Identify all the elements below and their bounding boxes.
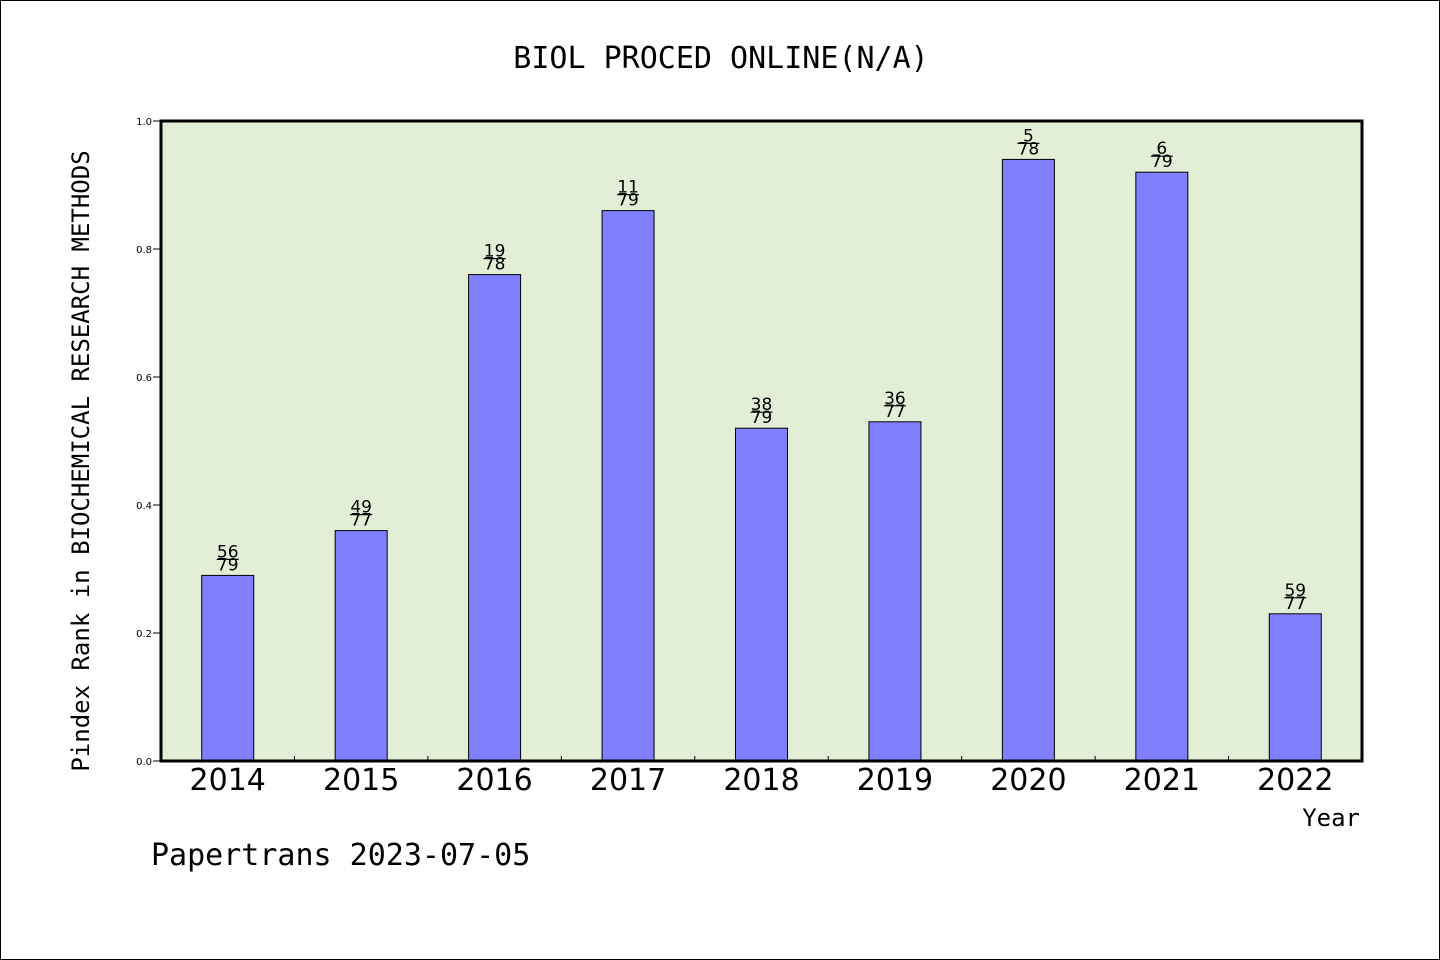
bar-2021 [1135, 171, 1189, 762]
rank-label-2021: 6 [1156, 139, 1167, 159]
rank-label-2015: 49 [350, 498, 372, 518]
y-tick-label: 0.2 [136, 629, 152, 640]
bar-2017 [601, 210, 655, 762]
total-label-2022: 77 [1284, 594, 1306, 614]
rank-label-2016: 19 [484, 242, 506, 262]
y-axis-label: Pindex Rank in BIOCHEMICAL RESEARCH METH… [67, 150, 95, 771]
x-axis: 2014 2015 2016 2017 2018 2019 2020 2021 2022 [190, 756, 1333, 798]
total-label-2019: 77 [884, 402, 906, 422]
y-tick-label: 1.0 [136, 117, 152, 128]
rank-label-2022: 59 [1284, 581, 1306, 601]
x-tick-label-2015: 2015 [323, 763, 399, 798]
bar-2014 [201, 574, 255, 762]
bar-2015 [334, 530, 388, 762]
rank-label-2020: 5 [1023, 126, 1034, 146]
bar-2022 [1268, 613, 1322, 762]
bar-2016 [468, 274, 522, 762]
x-tick-label-2017: 2017 [590, 763, 666, 798]
plot-frame [159, 119, 1364, 763]
y-tick-label: 0.4 [136, 501, 152, 512]
bar-2019 [868, 421, 922, 762]
bars-group [201, 158, 1322, 762]
total-label-2017: 79 [617, 191, 639, 211]
x-tick-label-2018: 2018 [723, 763, 799, 798]
x-tick-label-2021: 2021 [1124, 763, 1200, 798]
rank-label-2014: 56 [217, 542, 239, 562]
y-tick-label: 0.0 [136, 757, 152, 768]
bar-2018 [735, 427, 788, 762]
x-axis-label: Year [1302, 804, 1360, 832]
total-label-2020: 78 [1018, 139, 1040, 159]
x-tick-label-2016: 2016 [456, 763, 532, 798]
x-tick-label-2020: 2020 [990, 763, 1066, 798]
x-tick-label-2022: 2022 [1257, 763, 1333, 798]
footer-date: Papertrans 2023-07-05 [151, 838, 530, 873]
x-tick-label-2019: 2019 [857, 763, 933, 798]
y-tick-label: 0.6 [136, 373, 152, 384]
bar-2020 [1001, 158, 1055, 762]
rank-label-2018: 38 [751, 395, 773, 415]
total-label-2016: 78 [484, 255, 506, 275]
total-label-2014: 79 [217, 555, 239, 575]
rank-label-2019: 36 [884, 389, 906, 409]
total-label-2021: 79 [1151, 152, 1173, 172]
y-axis: 0.0 0.2 0.4 0.6 0.8 1.0 [136, 117, 161, 768]
total-label-2015: 77 [350, 511, 372, 531]
y-tick-label: 0.8 [136, 245, 152, 256]
rank-label-2017: 11 [617, 178, 639, 198]
x-tick-label-2014: 2014 [190, 763, 266, 798]
total-label-2018: 79 [751, 408, 773, 428]
chart-title: BIOL PROCED ONLINE(N/A) [513, 41, 928, 76]
